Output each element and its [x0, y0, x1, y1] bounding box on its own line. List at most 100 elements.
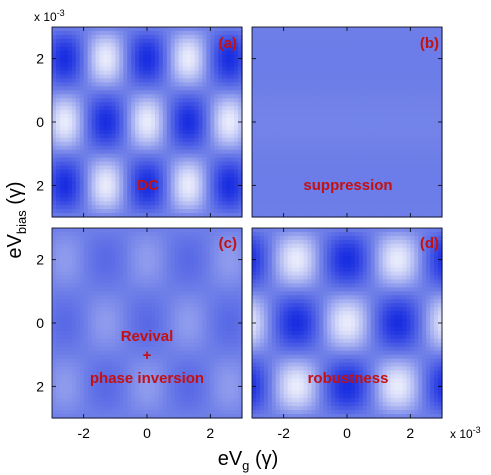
heatmap-cell	[275, 66, 281, 72]
heatmap-cell	[158, 251, 164, 257]
heatmap-cell	[430, 201, 435, 206]
heatmap-cell	[190, 165, 196, 171]
heatmap-cell	[255, 46, 261, 52]
heatmap-cell	[255, 185, 261, 190]
heatmap-cell	[67, 74, 73, 80]
heatmap-cell	[390, 193, 396, 198]
heatmap-cell	[362, 106, 368, 111]
heatmap-cell	[83, 161, 89, 167]
heatmap-cell	[390, 66, 396, 72]
heatmap-cell	[71, 149, 77, 155]
heatmap-cell	[135, 38, 140, 44]
heatmap-cell	[434, 177, 439, 182]
heatmap-cell	[434, 185, 439, 190]
heatmap-cell	[319, 161, 324, 167]
heatmap-cell	[166, 66, 172, 72]
heatmap-cell	[190, 58, 196, 64]
heatmap-cell	[315, 177, 320, 182]
heatmap-cell	[111, 165, 116, 171]
heatmap-cell	[323, 169, 328, 175]
heatmap-cell	[135, 243, 140, 249]
heatmap-cell	[55, 161, 61, 167]
heatmap-cell	[55, 205, 61, 210]
heatmap-cell	[374, 169, 380, 175]
heatmap-cell	[234, 106, 239, 111]
heatmap-cell	[63, 153, 69, 159]
heatmap-cell	[95, 231, 101, 237]
heatmap-cell	[386, 78, 392, 84]
heatmap-cell	[186, 46, 192, 52]
heatmap-cell	[374, 86, 380, 91]
heatmap-cell	[115, 118, 120, 123]
heatmap-cell	[131, 133, 136, 139]
heatmap-cell	[79, 94, 85, 99]
heatmap-cell	[170, 74, 176, 80]
heatmap-cell	[271, 133, 277, 139]
heatmap-cell	[87, 193, 93, 198]
heatmap-cell	[335, 185, 340, 190]
heatmap-cell	[279, 58, 285, 64]
heatmap-cell	[123, 189, 128, 194]
heatmap-cell	[186, 173, 192, 179]
heatmap-cell	[91, 173, 97, 179]
heatmap-cell	[59, 94, 65, 99]
heatmap-cell	[311, 110, 316, 115]
heatmap-cell	[418, 125, 423, 131]
heatmap-cell	[234, 122, 239, 127]
heatmap-cell	[190, 50, 196, 56]
heatmap-cell	[194, 169, 200, 175]
heatmap-cell	[135, 201, 140, 206]
heatmap-cell	[150, 30, 156, 36]
heatmap-cell	[131, 209, 136, 214]
heatmap-cell	[418, 66, 423, 72]
heatmap-cell	[238, 86, 243, 91]
heatmap-cell	[430, 62, 435, 68]
heatmap-cell	[59, 62, 65, 68]
heatmap-cell	[75, 235, 81, 241]
heatmap-cell	[226, 201, 231, 206]
heatmap-cell	[226, 247, 231, 253]
heatmap-cell	[154, 27, 160, 32]
heatmap-cell	[275, 94, 281, 99]
heatmap-cell	[234, 118, 239, 123]
heatmap-cell	[52, 54, 57, 60]
heatmap-cell	[331, 74, 336, 80]
heatmap-cell	[255, 153, 261, 159]
heatmap-cell	[67, 205, 73, 210]
heatmap-cell	[83, 66, 89, 72]
heatmap-cell	[230, 228, 235, 233]
heatmap-cell	[307, 149, 312, 155]
heatmap-cell	[303, 42, 309, 48]
heatmap-cell	[267, 185, 273, 190]
heatmap-cell	[194, 173, 200, 179]
heatmap-cell	[299, 157, 305, 163]
heatmap-cell	[279, 137, 285, 143]
heatmap-cell	[259, 125, 265, 131]
heatmap-cell	[315, 106, 320, 111]
heatmap-cell	[283, 153, 289, 159]
heatmap-cell	[311, 50, 316, 56]
heatmap-cell	[426, 169, 431, 175]
heatmap-cell	[178, 197, 184, 202]
heatmap-cell	[303, 38, 309, 44]
heatmap-cell	[434, 149, 439, 155]
heatmap-cell	[87, 247, 93, 253]
heatmap-cell	[107, 185, 112, 190]
heatmap-cell	[295, 213, 301, 218]
heatmap-cell	[283, 161, 289, 167]
heatmap-cell	[103, 193, 109, 198]
heatmap-cell	[107, 153, 112, 159]
heatmap-cell	[267, 42, 273, 48]
heatmap-cell	[190, 34, 196, 40]
heatmap-cell	[174, 177, 180, 182]
heatmap-cell	[75, 247, 81, 253]
heatmap-cell	[103, 118, 109, 123]
heatmap-cell	[174, 30, 180, 36]
heatmap-cell	[252, 189, 257, 194]
heatmap-cell	[55, 235, 61, 241]
heatmap-cell	[426, 34, 431, 40]
heatmap-cell	[311, 193, 316, 198]
heatmap-cell	[71, 209, 77, 214]
heatmap-cell	[271, 209, 277, 214]
heatmap-cell	[339, 110, 344, 115]
